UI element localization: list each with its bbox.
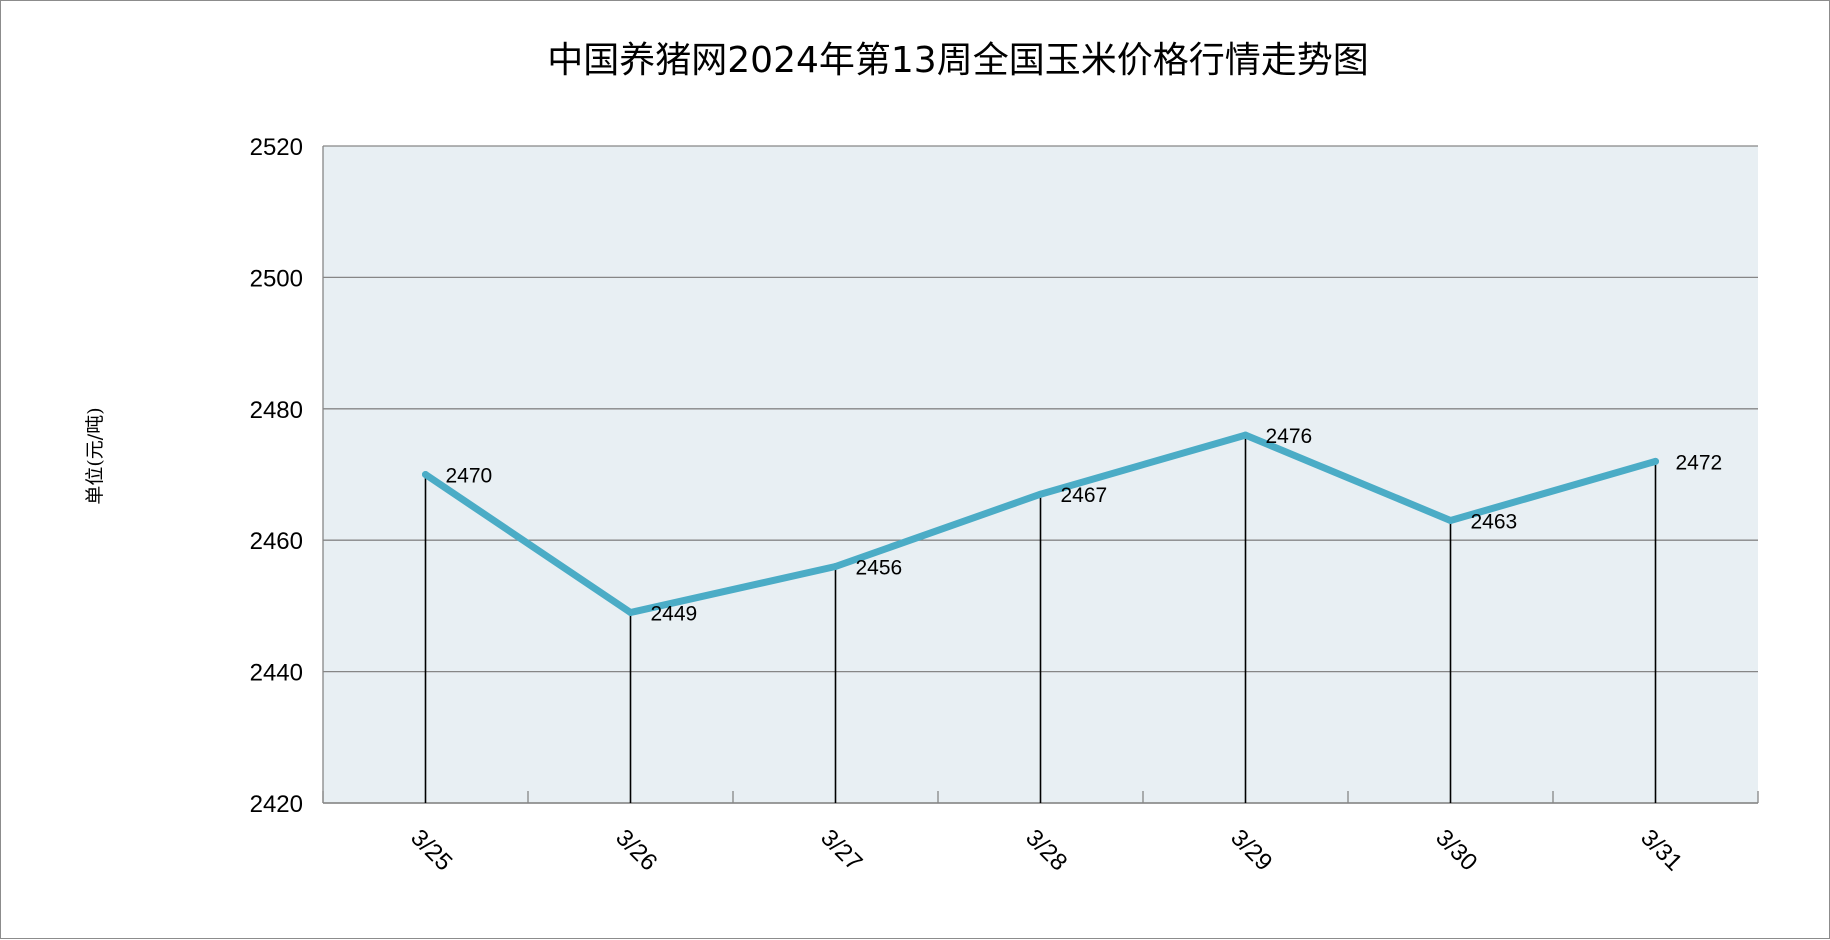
y-tick-label: 2480 [250, 397, 303, 424]
y-tick-label: 2440 [250, 660, 303, 687]
y-tick-label: 2500 [250, 265, 303, 292]
y-tick-labels: 2420 2440 2460 2480 2500 2520 [250, 134, 303, 818]
x-tick-label: 3/27 [815, 824, 867, 876]
data-point [832, 562, 839, 570]
data-label: 2449 [651, 602, 698, 625]
data-point [1242, 431, 1249, 439]
y-axis-label: 单位(元/吨) [84, 407, 106, 504]
data-label: 2476 [1266, 425, 1313, 448]
data-labels: 2470 2449 2456 2467 2476 2463 2472 [446, 425, 1723, 625]
data-point [1447, 516, 1454, 524]
x-tick-label: 3/30 [1430, 824, 1482, 876]
x-tick-label: 3/26 [610, 824, 662, 876]
data-point [627, 608, 634, 616]
x-tick-label: 3/25 [405, 824, 457, 876]
y-tick-label: 2520 [250, 134, 303, 161]
x-tick-label: 3/29 [1225, 824, 1277, 876]
x-tick-label: 3/28 [1020, 824, 1072, 876]
data-label: 2463 [1471, 510, 1518, 533]
data-point [1037, 490, 1044, 498]
x-tick-labels: 3/25 3/26 3/27 3/28 3/29 3/30 3/31 [405, 824, 1687, 876]
data-point [422, 471, 429, 478]
y-tick-label: 2420 [250, 791, 303, 818]
data-label: 2472 [1676, 451, 1723, 474]
x-tick-label: 3/31 [1635, 824, 1687, 876]
data-label: 2470 [446, 465, 493, 488]
data-point [1652, 457, 1659, 465]
chart-title: 中国养猪网2024年第13周全国玉米价格行情走势图 [547, 40, 1368, 81]
y-tick-label: 2460 [250, 528, 303, 555]
data-label: 2467 [1061, 484, 1108, 507]
data-label: 2456 [856, 556, 903, 579]
drop-lines [424, 435, 1657, 803]
series-layer [422, 431, 1659, 616]
